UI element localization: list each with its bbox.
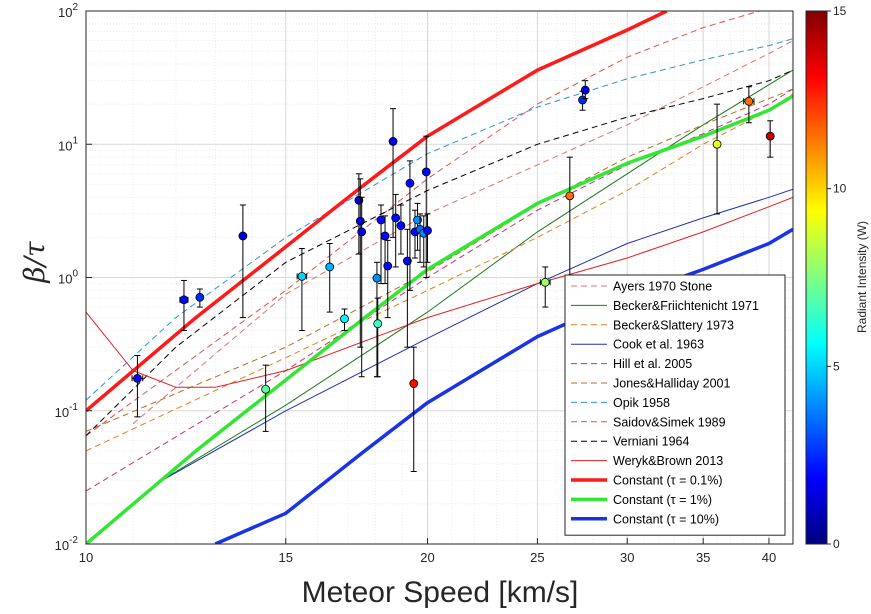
data-point-15 xyxy=(383,261,393,271)
colorbar-tick-label: 0 xyxy=(833,537,840,551)
legend-label: Constant (τ = 10%) xyxy=(613,512,719,526)
series-line-5 xyxy=(86,88,793,432)
data-point-21 xyxy=(409,379,419,388)
scatter-points xyxy=(131,80,775,473)
x-tick-label: 20 xyxy=(420,550,434,565)
legend-label: Becker&Slattery 1973 xyxy=(613,318,734,332)
data-point-11 xyxy=(372,273,382,283)
x-tick-label: 35 xyxy=(696,550,710,565)
colorbar-tick-label: 5 xyxy=(833,359,840,373)
data-point-5 xyxy=(297,271,307,281)
x-tick-label: 15 xyxy=(279,550,293,565)
legend-label: Weryk&Brown 2013 xyxy=(613,454,723,468)
data-point-8 xyxy=(354,195,364,205)
data-point-14 xyxy=(380,231,390,241)
legend-label: Cook et al. 1963 xyxy=(613,338,704,352)
colorbar-ticks: 0 5 10 15 xyxy=(827,4,847,551)
data-point-27 xyxy=(423,226,432,235)
data-point-2 xyxy=(195,292,205,302)
x-tick-label: 10 xyxy=(79,550,93,565)
series-line-4 xyxy=(86,88,793,492)
legend-label: Opik 1958 xyxy=(613,396,670,410)
data-point-29 xyxy=(565,191,575,201)
series-line-10 xyxy=(86,11,668,413)
data-point-7 xyxy=(340,314,349,324)
x-axis-label: Meteor Speed [km/s] xyxy=(302,576,579,609)
legend: Ayers 1970 Stone Becker&Friichtenicht 197… xyxy=(564,274,786,536)
curves xyxy=(86,11,793,544)
x-tick-label: 25 xyxy=(530,550,544,565)
colorbar-label: Radiant Intensity (W) xyxy=(855,221,869,333)
data-point-0 xyxy=(133,373,142,383)
data-point-6 xyxy=(325,262,335,272)
colorbar xyxy=(805,10,828,545)
data-point-9 xyxy=(355,216,365,226)
series-line-1 xyxy=(154,69,793,485)
data-point-4 xyxy=(261,384,271,394)
data-point-34 xyxy=(765,131,775,141)
x-axis-ticks: 10 15 20 25 30 35 40 xyxy=(79,538,776,565)
legend-box xyxy=(564,274,786,536)
legend-label: Constant (τ = 0.1%) xyxy=(613,474,723,488)
data-point-33 xyxy=(744,96,754,106)
legend-label: Becker&Friichtenicht 1971 xyxy=(613,299,759,313)
y-tick-label: 10-1 xyxy=(55,402,79,420)
colorbar-tick-label: 15 xyxy=(833,4,847,18)
data-point-31 xyxy=(580,85,590,95)
y-axis-label: β/τ xyxy=(18,241,51,284)
y-tick-label: 100 xyxy=(58,269,78,287)
data-point-10 xyxy=(357,227,367,237)
data-point-19 xyxy=(402,256,412,266)
data-point-17 xyxy=(391,213,401,223)
data-point-18 xyxy=(396,221,406,231)
data-point-13 xyxy=(376,215,386,225)
data-point-26 xyxy=(421,167,431,177)
series-line-9 xyxy=(86,196,793,388)
series-line-6 xyxy=(86,38,793,401)
data-point-3 xyxy=(238,231,248,241)
data-point-20 xyxy=(405,178,415,188)
series-line-11 xyxy=(86,94,793,544)
data-point-32 xyxy=(712,139,722,149)
y-tick-label: 101 xyxy=(58,135,78,153)
data-point-1 xyxy=(179,295,189,305)
data-point-23 xyxy=(413,215,422,225)
legend-label: Hill et al. 2005 xyxy=(613,357,692,371)
legend-label: Verniani 1964 xyxy=(613,435,690,449)
colorbar-tick-label: 10 xyxy=(833,182,847,196)
data-point-16 xyxy=(388,137,398,146)
legend-label: Saidov&Simek 1989 xyxy=(613,415,726,429)
y-tick-label: 102 xyxy=(58,2,78,20)
data-point-30 xyxy=(578,95,587,105)
legend-label: Jones&Halliday 2001 xyxy=(613,377,730,391)
legend-label: Ayers 1970 Stone xyxy=(613,280,712,294)
series-line-3 xyxy=(154,188,793,485)
data-point-28 xyxy=(540,277,550,287)
y-axis-ticks: 10-2 10-1 100 101 102 xyxy=(55,2,92,553)
x-tick-label: 30 xyxy=(620,550,634,565)
y-tick-label: 10-2 xyxy=(55,535,79,553)
data-point-12 xyxy=(373,319,383,329)
series-line-0 xyxy=(132,40,793,425)
legend-label: Constant (τ = 1%) xyxy=(613,493,712,507)
series-line-12 xyxy=(214,227,793,544)
x-tick-label: 40 xyxy=(762,550,776,565)
